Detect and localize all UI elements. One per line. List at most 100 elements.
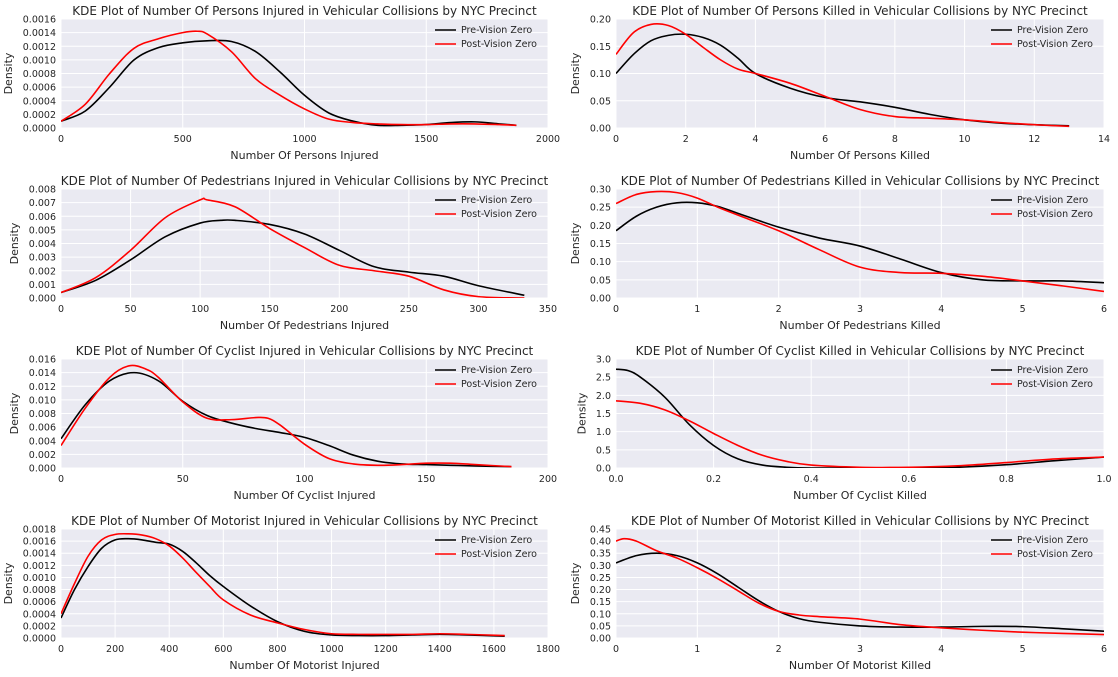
legend: Pre-Vision Zero Post-Vision Zero	[991, 365, 1093, 390]
x-tick-label: 150	[261, 304, 279, 315]
x-tick-label: 0.2	[706, 474, 721, 485]
y-tick-label: 0.45	[590, 525, 611, 536]
y-tick-label: 0.004	[29, 436, 56, 447]
x-tick-label: 5	[1020, 304, 1026, 315]
x-tick-label: 0.0	[608, 474, 623, 485]
legend: Pre-Vision Zero Post-Vision Zero	[991, 25, 1093, 50]
y-axis-label: Density	[2, 52, 15, 94]
series-line-pre-vision-zero	[61, 537, 505, 637]
y-tick-label: 0.0012	[23, 42, 56, 53]
chart-title: KDE Plot of Number Of Pedestrians Injure…	[61, 174, 549, 188]
kde-panel-1: 0 500 1000 1500 2000 0.0000 0.0002 0.0004 0.0006…	[2, 4, 560, 162]
x-tick-label: 10	[959, 134, 971, 145]
y-tick-label: 0.15	[590, 42, 611, 53]
y-tick-label: 0.25	[590, 203, 611, 214]
y-tick-label: 0.00	[590, 124, 611, 135]
y-tick-label: 0.001	[29, 280, 56, 291]
kde-panel-6: 0.0 0.2 0.4 0.6 0.8 1.0 0.0 0.5 1.0 1.5 2.0 2.5 3.0 K…	[575, 344, 1111, 502]
series-line-pre-vision-zero	[61, 219, 525, 297]
x-tick-label: 0	[613, 644, 619, 655]
y-tick-label: 0.0018	[23, 525, 56, 536]
x-tick-label: 50	[177, 474, 189, 485]
x-tick-label: 0	[58, 644, 64, 655]
y-tick-label: 0.014	[29, 368, 56, 379]
x-tick-label: 50	[125, 304, 137, 315]
y-tick-label: 0.35	[590, 549, 611, 560]
y-tick-label: 2.5	[596, 373, 611, 384]
y-tick-label: 0.30	[590, 185, 611, 196]
y-tick-label: 0.20	[590, 585, 611, 596]
y-tick-label: 0.004	[29, 239, 56, 250]
y-tick-label: 0.20	[590, 221, 611, 232]
y-tick-label: 0.20	[590, 15, 611, 26]
y-tick-label: 0.10	[590, 257, 611, 268]
y-tick-label: 0.010	[29, 395, 56, 406]
y-axis-label: Density	[575, 392, 588, 434]
x-tick-label: 100	[191, 304, 209, 315]
y-tick-label: 0.0010	[23, 573, 56, 584]
x-axis-label: Number Of Cyclist Killed	[793, 489, 927, 502]
x-tick-label: 2	[683, 134, 689, 145]
x-tick-label: 800	[268, 644, 286, 655]
x-tick-label: 1400	[428, 644, 452, 655]
x-tick-label: 2	[776, 644, 782, 655]
x-tick-label: 3	[857, 304, 863, 315]
y-tick-label: 0.00	[590, 294, 611, 305]
y-tick-label: 0.0006	[23, 83, 56, 94]
x-tick-label: 400	[160, 644, 178, 655]
x-tick-label: 1000	[292, 134, 316, 145]
y-tick-label: 0.0002	[23, 621, 56, 632]
y-tick-label: 0.15	[590, 597, 611, 608]
x-tick-label: 1800	[536, 644, 560, 655]
x-tick-label: 1	[694, 304, 700, 315]
x-tick-label: 4	[938, 644, 944, 655]
y-tick-label: 0.0006	[23, 597, 56, 608]
series-line-post-vision-zero	[61, 197, 525, 298]
x-tick-label: 200	[539, 474, 557, 485]
legend-label: Pre-Vision Zero	[461, 365, 532, 376]
y-tick-label: 0.0016	[23, 15, 56, 26]
y-tick-label: 0.0004	[23, 96, 56, 107]
x-tick-label: 4	[752, 134, 758, 145]
legend-label: Post-Vision Zero	[1017, 379, 1093, 390]
x-tick-label: 200	[106, 644, 124, 655]
x-tick-label: 1.0	[1096, 474, 1111, 485]
x-axis-label: Number Of Persons Killed	[790, 149, 930, 162]
y-axis-label: Density	[8, 392, 21, 434]
y-axis-label: Density	[8, 222, 21, 264]
x-tick-label: 6	[1101, 304, 1107, 315]
chart-title: KDE Plot of Number Of Motorist Killed in…	[631, 514, 1089, 528]
legend: Pre-Vision Zero Post-Vision Zero	[991, 195, 1093, 220]
y-tick-label: 0.0000	[23, 124, 56, 135]
y-tick-label: 0.00	[590, 634, 611, 645]
x-tick-label: 12	[1028, 134, 1040, 145]
legend-label: Post-Vision Zero	[1017, 39, 1093, 50]
x-tick-label: 2000	[536, 134, 560, 145]
y-tick-label: 0.000	[29, 294, 56, 305]
x-tick-label: 0	[58, 304, 64, 315]
chart-title: KDE Plot of Number Of Pedestrians Killed…	[621, 174, 1100, 188]
x-tick-label: 0	[58, 134, 64, 145]
x-tick-label: 300	[469, 304, 487, 315]
x-tick-label: 600	[214, 644, 232, 655]
legend: Pre-Vision Zero Post-Vision Zero	[435, 195, 537, 220]
legend-label: Pre-Vision Zero	[461, 25, 532, 36]
kde-panel-7: 0 200 400 600 800 1000 1200 1400 1600 1800 0.0000 0…	[2, 514, 560, 672]
kde-panel-5: 0 50 100 150 200 0.000 0.002 0.004 0.006 0.008 0.0…	[8, 344, 557, 502]
chart-title: KDE Plot of Number Of Persons Injured in…	[72, 4, 537, 18]
y-tick-label: 0.002	[29, 450, 56, 461]
series-line-post-vision-zero	[616, 23, 1070, 128]
y-tick-label: 0.0	[596, 464, 611, 475]
y-tick-label: 0.007	[29, 198, 56, 209]
x-tick-label: 250	[400, 304, 418, 315]
kde-panel-3: 0 50 100 150 200 250 300 350 0.000 0.001 0.002 0.00…	[8, 174, 557, 332]
x-axis-label: Number Of Cyclist Injured	[234, 489, 376, 502]
series-line-pre-vision-zero	[61, 371, 512, 468]
x-tick-label: 1200	[374, 644, 398, 655]
x-tick-label: 14	[1098, 134, 1110, 145]
y-tick-label: 0.002	[29, 266, 56, 277]
y-tick-label: 0.016	[29, 355, 56, 366]
series-line-post-vision-zero	[616, 537, 1104, 636]
series-line-post-vision-zero	[616, 190, 1104, 293]
legend: Pre-Vision Zero Post-Vision Zero	[435, 365, 537, 390]
